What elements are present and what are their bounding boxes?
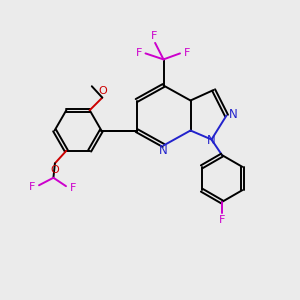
- Text: F: F: [29, 182, 36, 192]
- Text: F: F: [136, 48, 142, 58]
- Text: F: F: [183, 48, 190, 58]
- Text: O: O: [50, 165, 59, 175]
- Text: N: N: [206, 134, 215, 147]
- Text: N: N: [158, 144, 167, 158]
- Text: F: F: [151, 31, 158, 41]
- Text: N: N: [229, 108, 238, 122]
- Text: F: F: [219, 215, 225, 225]
- Text: O: O: [99, 86, 108, 96]
- Text: F: F: [69, 183, 76, 193]
